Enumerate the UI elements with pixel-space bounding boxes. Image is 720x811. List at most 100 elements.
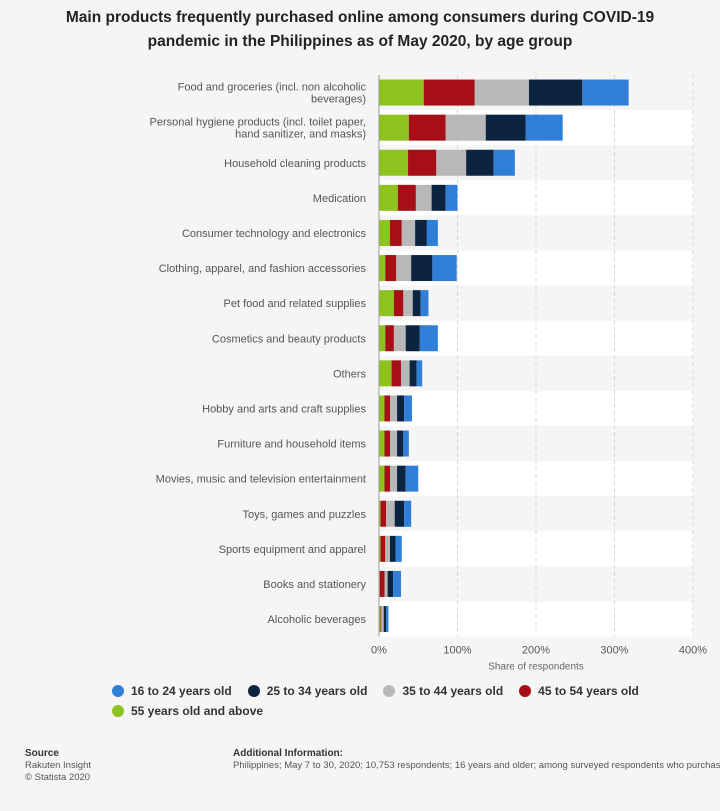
bar-segment[interactable]: 35 to 44 years old: 9% [389,465,398,492]
bar-segment[interactable]: 16 to 24 years old: 27% [493,149,515,176]
bar-segment[interactable]: 16 to 24 years old: 3% [386,606,389,633]
bar-segment[interactable]: 45 to 54 years old: 6% [379,570,385,597]
legend-item[interactable]: 45 to 54 years old [519,684,639,698]
bar-segment[interactable]: 35 to 44 years old: 38% [436,149,467,176]
bar-segment[interactable]: 25 to 34 years old: 3% [383,606,387,633]
bar-segment[interactable]: 45 to 54 years old: 12% [391,360,401,387]
bar-segment[interactable]: 55 years old and above: 57% [379,79,424,106]
bar-segment[interactable]: 35 to 44 years old: 51% [445,114,486,141]
bar-segment[interactable]: 25 to 34 years old: 11% [397,465,406,492]
bar-segment[interactable]: 35 to 44 years old: 3% [381,606,384,633]
bar-segment[interactable]: 25 to 34 years old: 7% [389,535,396,562]
bar-segment[interactable]: 16 to 24 years old: 10% [404,395,412,422]
bar-segment[interactable]: 55 years old and above: 2% [379,535,381,562]
bar-segment[interactable]: 16 to 24 years old: 10% [420,290,429,317]
bar-segment[interactable]: 16 to 24 years old: 9% [404,500,412,527]
legend-label: 55 years old and above [131,704,264,718]
bar-segment[interactable]: 35 to 44 years old: 4% [384,570,388,597]
bar-segment[interactable]: 16 to 24 years old: 15% [445,184,458,211]
bar-segment[interactable]: 45 to 54 years old: 11% [385,325,394,352]
legend-item[interactable]: 25 to 34 years old [247,684,367,698]
bar-segment[interactable]: 25 to 34 years old: 18% [405,325,420,352]
bar-segment[interactable]: 16 to 24 years old: 31% [432,255,457,282]
legend-item[interactable]: 35 to 44 years old [383,684,503,698]
bar-segment[interactable]: 55 years old and above: 19% [379,290,394,317]
bar-segment[interactable]: 45 to 54 years old: 12% [393,290,404,317]
category-label: beverages) [311,94,366,106]
bar-segment[interactable]: 25 to 34 years old: 15% [415,219,427,246]
bar-segment[interactable]: 55 years old and above: 8% [379,255,386,282]
bar-segment[interactable]: 55 years old and above: 24% [379,184,398,211]
legend-label: 16 to 24 years old [131,684,232,698]
source-name[interactable]: Rakuten Insight [25,760,92,771]
bar-segment[interactable]: 16 to 24 years old: 14% [426,219,438,246]
bar-segment[interactable]: 45 to 54 years old: 7% [384,465,390,492]
category-label: Pet food and related supplies [224,298,367,310]
bar-segment[interactable]: 35 to 44 years old: 11% [386,500,395,527]
bar-segment[interactable]: 25 to 34 years old: 10% [412,290,421,317]
bar-segment[interactable]: 35 to 44 years old: 15% [393,325,406,352]
bar-segment[interactable]: 25 to 34 years old: 7% [387,570,394,597]
bar-segment[interactable]: 25 to 34 years old: 27% [411,255,433,282]
bar-segment[interactable]: 45 to 54 years old: 36% [408,149,437,176]
bar-segment[interactable]: 35 to 44 years old: 19% [396,255,412,282]
bar-segment[interactable]: 55 years old and above: 8% [379,325,386,352]
bar-segment[interactable]: 55 years old and above: 2% [379,500,381,527]
bar-segment[interactable]: 35 to 44 years old: 9% [389,430,398,457]
bar-segment[interactable]: 16 to 24 years old: 7% [403,430,409,457]
legend-item[interactable]: 16 to 24 years old [112,684,232,698]
chart-legend: 16 to 24 years old 25 to 34 years old 35 t… [112,684,672,724]
bar-segment[interactable]: 16 to 24 years old: 47% [525,114,563,141]
bar-segment[interactable]: 25 to 34 years old: 35% [466,149,494,176]
bar-segment[interactable]: 45 to 54 years old: 6% [380,535,386,562]
bar-segment[interactable]: 55 years old and above: 38% [379,114,409,141]
legend-item[interactable]: 55 years old and above [112,704,263,718]
bar-segment[interactable]: 35 to 44 years old: 11% [400,360,410,387]
category-label: Household cleaning products [224,158,366,170]
bar-segment[interactable]: 35 to 44 years old: 20% [415,184,432,211]
x-tick-label: 200% [522,645,550,657]
x-tick-label: 400% [679,645,707,657]
chart-title-line2: pandemic in the Philippines as of May 20… [147,33,573,50]
legend-swatch-icon [519,685,532,697]
bar-segment[interactable]: 45 to 54 years old: 47% [408,114,446,141]
bar-segment[interactable]: 55 years old and above: 14% [379,219,390,246]
bar-segment[interactable]: 16 to 24 years old: 7% [416,360,423,387]
bar-segment[interactable]: 55 years old and above: 7% [379,395,385,422]
bar-segment[interactable]: 16 to 24 years old: 16% [405,465,419,492]
bar-segment[interactable]: 25 to 34 years old: 9% [397,395,405,422]
bar-segment[interactable]: 35 to 44 years old: 17% [401,219,416,246]
bar-segment[interactable]: 16 to 24 years old: 23% [419,325,438,352]
bar-segment[interactable]: 35 to 44 years old: 12% [403,290,413,317]
bar-segment[interactable]: 25 to 34 years old: 9% [409,360,417,387]
bar-segment[interactable]: 45 to 54 years old: 7% [380,500,387,527]
bar-segment[interactable]: 25 to 34 years old: 18% [431,184,446,211]
bar-segment[interactable]: 55 years old and above: 7% [379,430,385,457]
bar-segment[interactable]: 35 to 44 years old: 9% [389,395,398,422]
category-label: Food and groceries (incl. non alcoholic [178,82,367,94]
bar-segment[interactable]: 16 to 24 years old: 10% [393,570,401,597]
bar-segment[interactable]: 16 to 24 years old: 8% [395,535,402,562]
bar-segment[interactable]: 45 to 54 years old: 1% [380,606,382,633]
bar-segment[interactable]: 45 to 54 years old: 14% [385,255,397,282]
bar-segment[interactable]: 35 to 44 years old: 6% [385,535,390,562]
bar-segment[interactable]: 55 years old and above: 7% [379,465,385,492]
bar-segment[interactable]: 25 to 34 years old: 12% [394,500,405,527]
category-label: Alcoholic beverages [268,614,367,626]
category-label: Medication [313,193,366,205]
bar-segment[interactable]: 45 to 54 years old: 7% [384,430,390,457]
bar-segment[interactable]: 16 to 24 years old: 59% [582,79,629,106]
bar-segment[interactable]: 45 to 54 years old: 7% [384,395,390,422]
bar-segment[interactable]: 25 to 34 years old: 51% [485,114,526,141]
bar-segment[interactable]: 35 to 44 years old: 69% [474,79,529,106]
bar-segment[interactable]: 25 to 34 years old: 68% [528,79,583,106]
bar-segment[interactable]: 55 years old and above: 16% [379,360,392,387]
bar-segment[interactable]: 25 to 34 years old: 8% [397,430,404,457]
category-label: Hobby and arts and craft supplies [202,403,366,415]
bar-segment[interactable]: 55 years old and above: 37% [379,149,409,176]
bar-segment[interactable]: 55 years old and above: 2% [379,606,381,633]
bar-segment[interactable]: 45 to 54 years old: 23% [397,184,416,211]
bar-segment[interactable]: 45 to 54 years old: 15% [389,219,402,246]
bar-segment[interactable]: 45 to 54 years old: 65% [423,79,475,106]
category-label: hand sanitizer, and masks) [235,129,366,141]
